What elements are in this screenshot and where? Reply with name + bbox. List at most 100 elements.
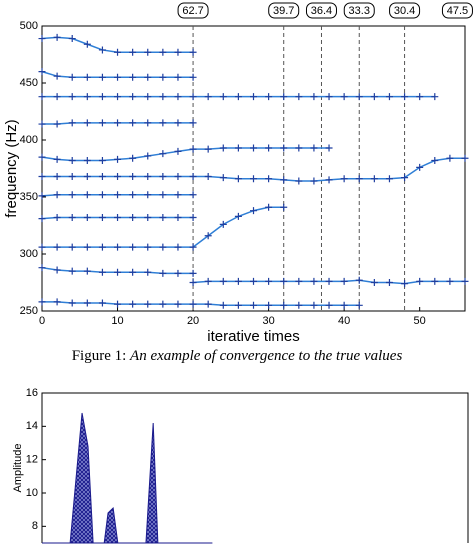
point-marker <box>114 191 122 199</box>
y-tick-label: 500 <box>20 20 38 32</box>
point-marker <box>416 277 424 285</box>
point-marker <box>144 93 152 101</box>
point-marker <box>204 277 212 285</box>
annotation-box <box>268 2 300 19</box>
point-marker <box>219 220 227 228</box>
point-marker <box>83 299 91 307</box>
point-marker <box>98 268 106 276</box>
series-line <box>42 301 360 307</box>
point-marker <box>174 93 182 101</box>
point-marker <box>38 153 46 161</box>
annotation-label: 47.5 <box>447 5 468 17</box>
point-marker <box>385 279 393 286</box>
point-marker <box>83 119 91 127</box>
point-marker <box>144 172 152 180</box>
point-marker <box>129 243 137 251</box>
point-marker <box>98 172 106 180</box>
point-marker <box>53 191 61 199</box>
point-marker <box>159 73 167 81</box>
point-marker <box>129 191 137 199</box>
point-marker <box>98 73 106 81</box>
point-marker <box>204 145 212 153</box>
point-marker <box>219 93 227 101</box>
annotation-box <box>305 2 337 19</box>
point-marker <box>144 243 152 251</box>
point-marker <box>174 119 182 127</box>
y-tick-label: 450 <box>20 77 38 89</box>
point-marker <box>159 119 167 127</box>
point-marker <box>280 203 288 211</box>
point-marker <box>38 35 46 43</box>
point-marker <box>83 243 91 251</box>
point-marker <box>234 212 242 220</box>
point-marker <box>189 269 197 277</box>
plot-frame <box>41 25 466 312</box>
point-marker <box>159 172 167 180</box>
x-tick-label: 50 <box>414 315 426 327</box>
y-axis-label: frequency (Hz) <box>3 119 20 217</box>
point-marker <box>174 147 182 155</box>
point-marker <box>189 145 197 153</box>
point-marker <box>250 277 257 285</box>
point-marker <box>295 277 303 285</box>
point-marker <box>144 48 152 56</box>
series-line <box>41 147 330 162</box>
point-marker <box>68 299 76 307</box>
point-marker <box>144 214 152 222</box>
point-marker <box>325 277 333 285</box>
annotation-label: 33.3 <box>349 5 370 17</box>
point-marker <box>189 172 197 180</box>
y-tick-label: 400 <box>20 134 38 146</box>
point-marker <box>310 301 318 309</box>
point-marker <box>431 157 439 165</box>
point-marker <box>189 93 197 101</box>
point-marker <box>310 144 318 152</box>
annotation-label: 62.7 <box>182 5 203 17</box>
point-marker <box>204 172 212 180</box>
series-area <box>42 412 213 544</box>
point-marker <box>234 277 242 285</box>
point-marker <box>68 267 76 275</box>
point-marker <box>159 48 167 56</box>
point-marker <box>310 177 318 185</box>
point-marker <box>68 214 76 222</box>
point-marker <box>295 144 303 152</box>
point-marker <box>325 301 333 309</box>
point-marker <box>265 175 273 183</box>
point-marker <box>265 277 273 285</box>
point-marker <box>129 300 137 308</box>
point-marker <box>189 243 197 251</box>
point-marker <box>325 176 333 184</box>
point-marker <box>68 35 76 43</box>
point-marker <box>189 214 197 222</box>
point-marker <box>83 157 91 165</box>
point-marker <box>250 144 257 152</box>
point-marker <box>53 172 61 180</box>
point-marker <box>38 93 46 101</box>
annotation-box <box>343 2 375 19</box>
point-marker <box>38 192 46 200</box>
point-marker <box>234 93 242 101</box>
point-marker <box>204 232 212 240</box>
point-marker <box>295 301 303 309</box>
point-marker <box>114 300 122 308</box>
point-marker <box>129 268 137 276</box>
point-marker <box>280 301 288 309</box>
annotation-label: 39.7 <box>273 5 294 17</box>
point-marker <box>340 301 348 309</box>
point-marker <box>250 301 257 309</box>
point-marker <box>159 214 167 222</box>
point-marker <box>250 207 257 215</box>
point-marker <box>189 279 197 286</box>
point-marker <box>144 300 152 308</box>
x-tick-label: 10 <box>111 315 123 327</box>
point-marker <box>83 40 91 48</box>
point-marker <box>38 68 46 76</box>
figure-caption: Figure 1: An example of convergence to t… <box>0 348 474 365</box>
y-tick-label: 8 <box>32 520 38 532</box>
point-marker <box>401 280 409 288</box>
point-marker <box>431 277 439 285</box>
point-marker <box>280 93 288 101</box>
point-marker <box>431 93 439 101</box>
series-line <box>42 206 284 248</box>
